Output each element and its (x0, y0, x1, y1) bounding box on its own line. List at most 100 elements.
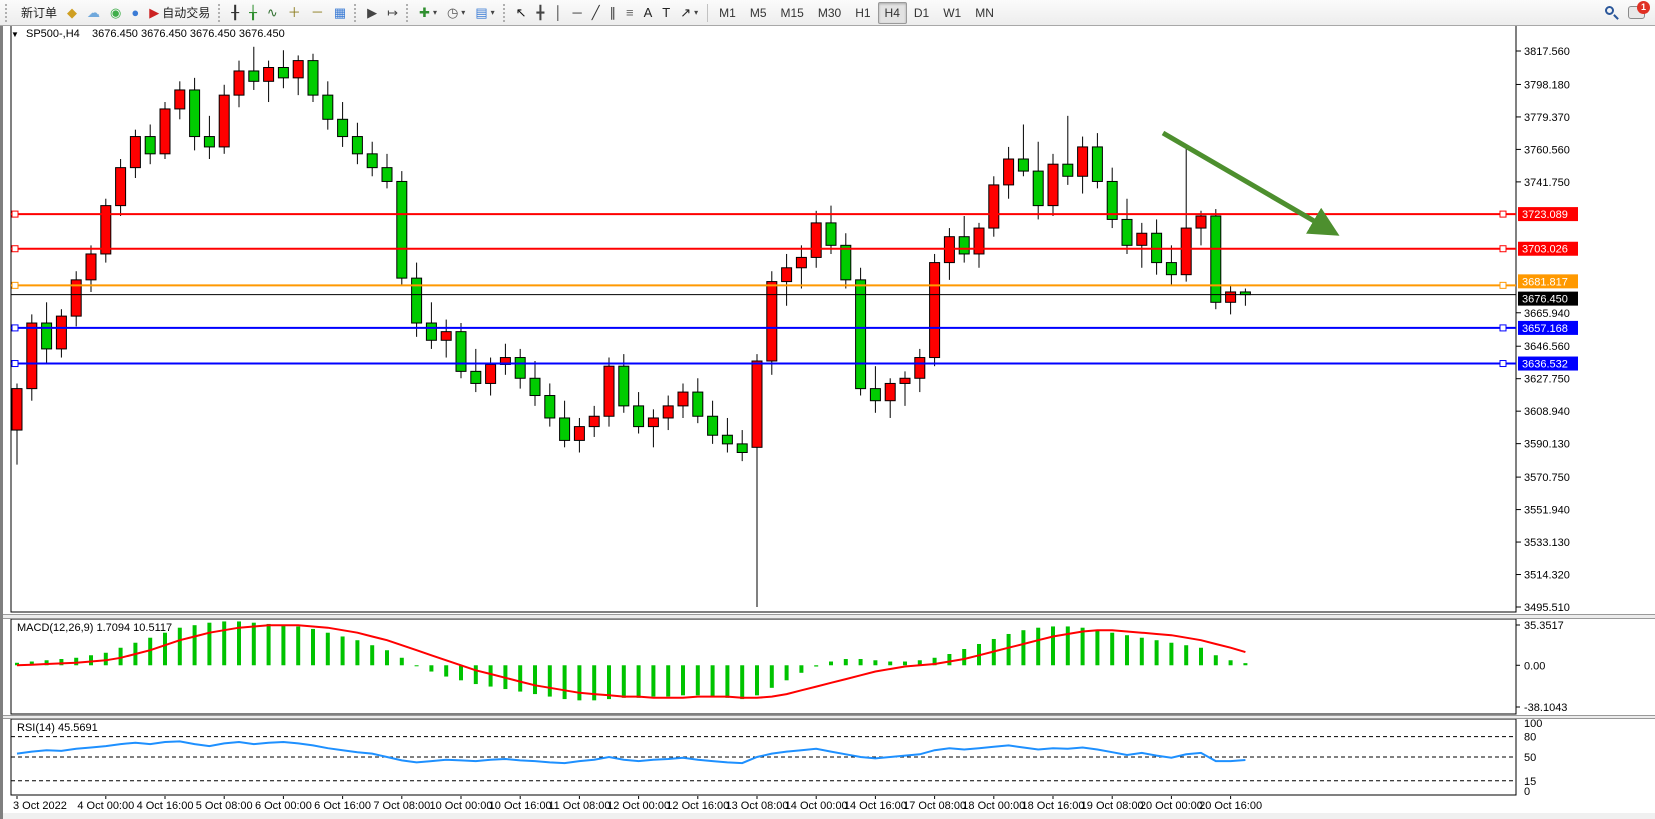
candles-layer (11, 46, 1251, 608)
chart-shift-icon[interactable]: ↦ (382, 2, 403, 24)
text-label-icon[interactable]: T (657, 2, 675, 24)
svg-text:3681.817: 3681.817 (1522, 276, 1568, 288)
candle-body (544, 395, 556, 419)
line-handle[interactable] (1499, 360, 1507, 368)
candle-body (26, 322, 38, 390)
chart-menu-collapse-icon[interactable]: ▼ (11, 30, 19, 39)
timeframe-w1-button[interactable]: W1 (943, 5, 962, 20)
macd-axis-label: -38.1043 (1524, 702, 1567, 714)
timeframe-m15-button[interactable]: M15 (780, 5, 804, 20)
indicator-window-icon[interactable]: ╁ (244, 2, 262, 24)
candle-body (677, 391, 689, 407)
candle-body (1047, 163, 1059, 207)
search-icon[interactable] (1605, 6, 1619, 20)
candle-body (1091, 146, 1103, 182)
line-handle[interactable] (11, 360, 19, 368)
timeframe-m30-button[interactable]: M30 (817, 5, 842, 20)
time-axis-label: 7 Oct 08:00 (373, 800, 430, 812)
rsi-line (16, 740, 1246, 765)
line-handle[interactable] (1499, 281, 1507, 289)
dropdown-caret-icon: ▾ (490, 8, 495, 17)
notifications-icon[interactable]: 1 (1628, 1, 1650, 19)
candle-body (351, 136, 363, 155)
candle-body (233, 70, 245, 96)
profile-chart-icon[interactable]: ▤ ▾ (470, 2, 499, 24)
current-price-badge (1518, 291, 1578, 306)
line-handle[interactable] (11, 281, 19, 289)
chart-symbol-period: SP500-,H4 (25, 28, 80, 40)
text-icon-glyph: A (643, 5, 653, 20)
zoom-out-icon[interactable]: － (306, 2, 329, 24)
cloud-icon[interactable]: ☁ (82, 2, 105, 24)
period-clock-icon[interactable]: ◷ ▾ (442, 2, 470, 24)
new-chart-icon[interactable]: ✚ ▾ (414, 2, 442, 24)
line-handle[interactable] (1499, 245, 1507, 253)
time-axis-label: 14 Oct 16:00 (844, 800, 907, 812)
time-axis-label: 18 Oct 00:00 (962, 800, 1025, 812)
text-icon[interactable]: A (639, 2, 658, 24)
new-order-button[interactable]: 新订单 (13, 2, 62, 24)
time-axis-label: 19 Oct 08:00 (1081, 800, 1144, 812)
line-handle[interactable] (11, 245, 19, 253)
time-axis-label: 13 Oct 08:00 (726, 800, 789, 812)
candle-body (1210, 215, 1222, 303)
line-handle[interactable] (11, 210, 19, 218)
level-lines-layer: 3723.089 3703.026 3681.817 3657.168 3636.532… (11, 207, 1578, 371)
vertical-line-icon-glyph: │ (554, 5, 563, 20)
price-pane: 3817.560 3798.180 3779.370 3760.560 3741.750… (10, 26, 1578, 614)
time-axis-label: 3 Oct 2022 (13, 800, 67, 812)
crosshair-icon[interactable]: ╋ (532, 2, 550, 24)
svg-text:3817.560: 3817.560 (1524, 46, 1570, 58)
equidistant-channel-icon[interactable]: ∥ (605, 2, 622, 24)
timeframe-h4-button[interactable]: H4 (877, 1, 907, 24)
timeframe-mn-button[interactable]: MN (975, 5, 994, 20)
autotrading-button[interactable]: ▶ 自动交易 (144, 2, 215, 24)
candle-body (588, 415, 600, 428)
line-handle[interactable] (1499, 210, 1507, 218)
candle-body (203, 136, 215, 148)
trend-arrow-annotation[interactable] (1161, 130, 1340, 236)
signals-icon[interactable]: ◉ (105, 2, 126, 24)
svg-text:3798.180: 3798.180 (1524, 79, 1570, 91)
time-axis[interactable]: 3 Oct 2022 4 Oct 00:00 4 Oct 16:00 5 Oct 08… (3, 796, 1655, 813)
candle-body (973, 227, 985, 255)
objects-list-icon[interactable]: ∿ (262, 2, 283, 24)
candle-body (988, 184, 1000, 229)
signals-icon-glyph: ◉ (110, 5, 122, 20)
horizontal-line-icon[interactable]: ─ (567, 2, 586, 24)
svg-text:3590.130: 3590.130 (1524, 439, 1570, 451)
web-terminal-icon[interactable]: ● (126, 2, 144, 24)
candle-body (929, 262, 941, 359)
tile-windows-icon[interactable]: ▦ (329, 2, 351, 24)
timeframe-h1-button[interactable]: H1 (855, 5, 871, 20)
vertical-line-icon[interactable]: │ (549, 2, 567, 24)
price-level-badge (1518, 356, 1578, 371)
chart-window: ▼ SP500-,H4 3676.450 3676.450 3676.450 3… (0, 26, 1655, 819)
macd-signal-line (16, 624, 1246, 699)
market-depth-icon[interactable]: ◆ (62, 2, 82, 24)
candle-body (485, 363, 497, 384)
candle-body (174, 89, 186, 110)
candle-body (425, 322, 437, 341)
arrows-tool-icon[interactable]: ↗ ▾ (675, 2, 703, 24)
candle-body (795, 256, 807, 269)
auto-scroll-icon[interactable]: ▶ (362, 2, 382, 24)
candle-body (736, 443, 748, 454)
zoom-in-icon[interactable]: ＋ (283, 2, 306, 24)
new-chart-icon-glyph: ✚ (419, 5, 430, 20)
cursor-icon[interactable]: ↖ (511, 2, 532, 24)
fibonacci-icon[interactable]: ≡ (621, 2, 639, 24)
candle-body (1017, 158, 1029, 172)
line-handle[interactable] (1499, 324, 1507, 332)
trendline-icon[interactable]: ╱ (587, 2, 605, 24)
candle-body (958, 236, 970, 255)
line-handle[interactable] (11, 324, 19, 332)
macd-indicator-label: MACD(12,26,9) 1.7094 10.5117 (17, 622, 172, 634)
cloud-icon-glyph: ☁ (87, 5, 101, 20)
timeframe-m5-button[interactable]: M5 (749, 5, 767, 20)
timeframe-m1-button[interactable]: M1 (719, 5, 736, 20)
candle-body (1106, 180, 1118, 220)
candle-body (55, 315, 67, 350)
timeframe-d1-button[interactable]: D1 (913, 5, 930, 20)
indicator-list-icon[interactable]: ╂ (226, 2, 244, 24)
